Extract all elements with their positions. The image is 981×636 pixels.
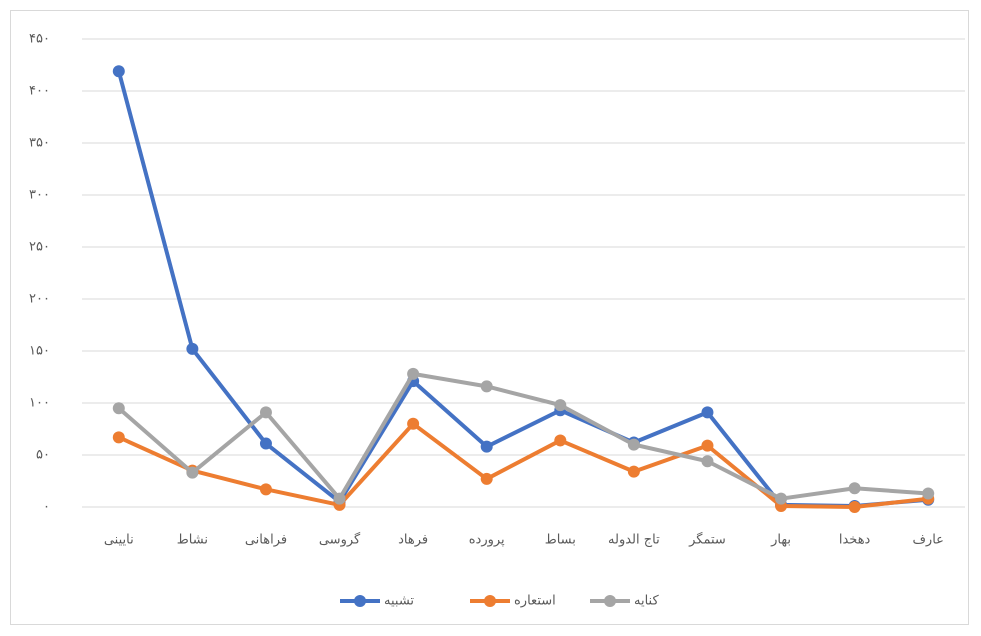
data-point [701, 455, 714, 468]
data-point [554, 399, 567, 412]
x-tick-label: پرورده [469, 533, 505, 548]
data-point [112, 65, 125, 78]
x-tick-label: نشاط [177, 533, 208, 548]
legend-marker [484, 595, 496, 607]
y-tick-label: ۴۵۰ [29, 32, 50, 47]
y-tick-label: ۲۰۰ [29, 292, 50, 307]
data-point [480, 472, 493, 485]
y-tick-label: ۳۵۰ [29, 136, 50, 151]
data-point [480, 440, 493, 453]
legend-label: کنایه [634, 594, 659, 609]
x-tick-label: ستمگر [688, 532, 726, 548]
x-tick-label: بهار [770, 533, 791, 548]
y-tick-label: ۲۵۰ [29, 240, 50, 255]
data-point [333, 492, 346, 505]
data-point [554, 434, 567, 447]
legend-label: تشبیه [384, 594, 414, 609]
y-tick-label: ۴۰۰ [29, 84, 50, 99]
x-tick-label: عارف [912, 533, 943, 548]
data-point [848, 501, 861, 513]
series-line [117, 371, 929, 501]
data-point [407, 417, 420, 430]
data-point [259, 406, 272, 419]
data-point [480, 380, 493, 393]
y-tick-label: ۰ [43, 500, 50, 515]
data-point [186, 466, 199, 479]
x-tick-label: تاج الدوله [608, 533, 660, 548]
y-tick-label: ۱۵۰ [29, 344, 50, 359]
data-point [259, 437, 272, 450]
data-point [627, 438, 640, 451]
x-tick-label: بساط [545, 533, 576, 548]
x-tick-label: نایینی [104, 533, 134, 548]
x-tick-label: فرهاد [398, 533, 428, 548]
legend-marker [354, 595, 366, 607]
y-tick-label: ۵۰ [36, 448, 50, 463]
chart-frame [10, 10, 969, 625]
data-point [186, 342, 199, 355]
legend-label: استعاره [514, 594, 556, 609]
x-tick-label: گروسی [319, 532, 361, 548]
data-point [407, 367, 420, 380]
data-point [627, 465, 640, 478]
data-point [112, 402, 125, 415]
x-tick-label: فراهانی [245, 533, 287, 548]
y-tick-label: ۱۰۰ [29, 396, 50, 411]
data-point [112, 431, 125, 444]
y-tick-label: ۳۰۰ [29, 188, 50, 203]
data-point [259, 483, 272, 496]
data-point [848, 482, 861, 495]
series-line [117, 421, 929, 509]
data-point [922, 487, 935, 500]
data-point [775, 492, 788, 505]
data-point [701, 439, 714, 452]
data-point [701, 406, 714, 419]
x-tick-label: دهخدا [839, 533, 871, 548]
legend-marker [604, 595, 616, 607]
